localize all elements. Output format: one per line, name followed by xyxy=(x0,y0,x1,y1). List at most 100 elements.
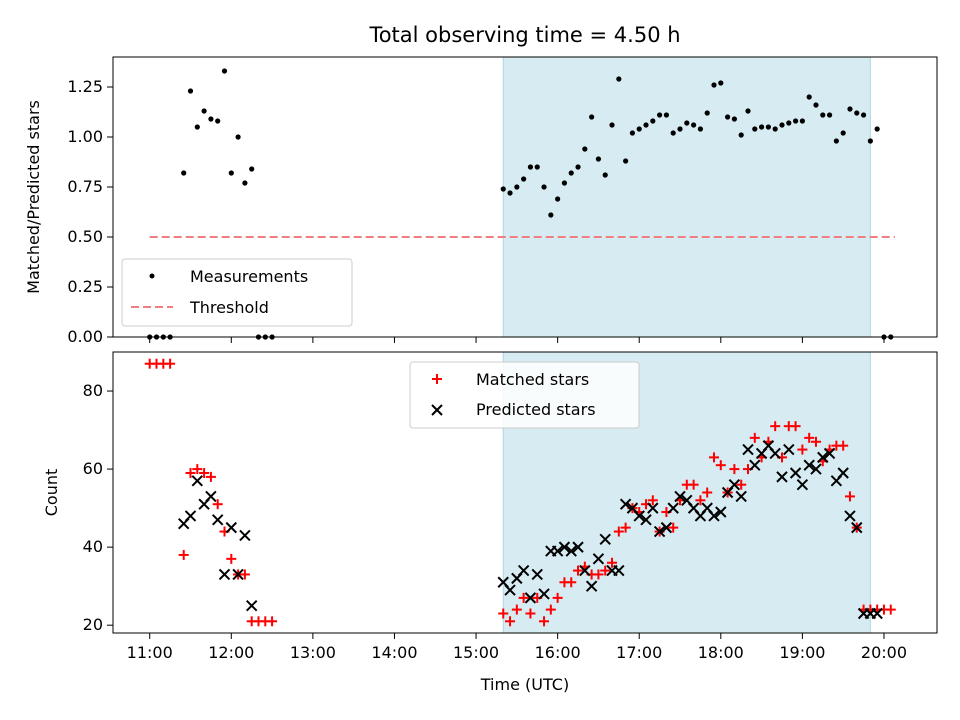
x-tick-label: 15:00 xyxy=(453,643,499,662)
matched-star-point xyxy=(593,569,604,580)
predicted-star-point xyxy=(803,459,815,471)
matched-star-point xyxy=(505,616,516,627)
measurement-point xyxy=(602,172,608,178)
matched-star-point xyxy=(702,487,713,498)
measurement-point xyxy=(684,120,690,126)
measurement-point xyxy=(752,126,758,132)
top-legend: Measurements Threshold xyxy=(121,258,353,327)
measurement-point xyxy=(228,170,234,176)
measurement-point xyxy=(595,156,602,162)
measurement-point xyxy=(874,126,880,132)
matched-star-point xyxy=(239,569,250,580)
measurement-point xyxy=(806,94,812,100)
matched-star-point xyxy=(178,549,189,560)
matched-star-point xyxy=(192,464,203,475)
matched-star-point xyxy=(688,479,699,490)
predicted-star-point xyxy=(225,521,238,534)
matched-star-point xyxy=(498,608,509,619)
matched-star-point xyxy=(607,557,618,568)
measurement-point xyxy=(786,120,792,126)
predicted-star-point xyxy=(184,510,197,522)
predicted-star-point xyxy=(844,510,856,522)
matched-star-point xyxy=(165,358,176,369)
measurement-point xyxy=(555,196,561,202)
matched-star-point xyxy=(844,491,855,502)
matched-star-point xyxy=(749,432,760,443)
predicted-star-point xyxy=(599,533,611,546)
measurement-point xyxy=(779,122,785,128)
predicted-star-point xyxy=(205,490,217,503)
matched-star-point xyxy=(205,471,216,482)
matched-star-point xyxy=(736,479,747,490)
measurement-point xyxy=(867,138,873,144)
measurement-point xyxy=(208,116,214,122)
predicted-star-point xyxy=(796,478,809,491)
top-y-axis-label: Matched/Predicted stars xyxy=(24,100,43,294)
matched-star-point xyxy=(885,604,896,615)
matched-star-point xyxy=(838,440,849,451)
measurement-point xyxy=(820,112,826,118)
predicted-star-point xyxy=(871,607,883,620)
bottom-x-ticks: 11:00 12:00 13:00 14:00 15:00 16:00 17:00 18:00… xyxy=(127,633,907,662)
predicted-star-point xyxy=(735,490,747,503)
predicted-star-point xyxy=(613,564,625,577)
y-tick-label: 80 xyxy=(83,381,103,400)
matched-star-point xyxy=(613,526,624,537)
measurement-point xyxy=(568,170,574,176)
predicted-star-point xyxy=(674,490,686,503)
predicted-star-point xyxy=(524,592,537,604)
measurement-point xyxy=(670,130,676,136)
measurement-point xyxy=(691,122,697,128)
measurement-point xyxy=(758,124,765,130)
measurement-point xyxy=(813,102,819,108)
measurement-point xyxy=(541,184,547,190)
x-tick-label: 19:00 xyxy=(779,643,825,662)
measurement-point xyxy=(534,164,540,170)
bottom-axes-frame xyxy=(112,351,938,634)
predicted-star-point xyxy=(531,568,543,581)
measurement-point xyxy=(725,114,731,120)
predicted-star-point xyxy=(619,498,632,510)
predicted-star-point xyxy=(708,510,720,522)
predicted-star-point xyxy=(585,580,598,592)
matched-star-point xyxy=(212,499,223,510)
x-tick-label: 13:00 xyxy=(290,643,336,662)
measurement-point xyxy=(507,190,513,196)
legend-threshold-label: Threshold xyxy=(189,298,269,317)
matched-star-point xyxy=(790,421,801,432)
matched-star-point xyxy=(199,467,210,478)
y-tick-label: 0.00 xyxy=(67,327,103,346)
predicted-star-point xyxy=(565,545,577,557)
bottom-legend-box xyxy=(409,361,640,429)
predicted-star-point xyxy=(239,529,251,542)
matched-star-point xyxy=(709,452,720,463)
matched-star-point xyxy=(226,553,237,564)
measurement-point xyxy=(650,118,656,124)
predicted-star-point xyxy=(504,584,516,596)
matched-star-point xyxy=(647,495,658,506)
legend-predicted-marker xyxy=(431,404,443,416)
predicted-star-point xyxy=(218,568,231,581)
measurement-point xyxy=(704,110,710,116)
measurement-point xyxy=(697,126,704,132)
predicted-star-point xyxy=(810,463,822,475)
matched-star-point xyxy=(695,495,706,506)
y-tick-label: 0.25 xyxy=(67,277,103,296)
measurement-point xyxy=(215,118,221,124)
matched-star-point xyxy=(804,432,815,443)
measurement-point xyxy=(500,186,506,192)
measurement-point xyxy=(521,176,527,182)
predicted-star-point xyxy=(789,467,802,479)
measurement-point xyxy=(609,122,615,128)
legend-measurements-label: Measurements xyxy=(190,267,308,286)
measurement-point xyxy=(582,146,588,152)
measurement-point xyxy=(792,118,799,124)
predicted-star-point xyxy=(783,443,795,456)
measurement-point xyxy=(623,158,629,164)
measurement-point xyxy=(249,166,255,172)
predicted-star-point xyxy=(558,541,571,553)
measurement-point xyxy=(772,126,778,132)
predicted-star-point xyxy=(633,510,645,522)
predicted-star-point xyxy=(653,525,666,538)
